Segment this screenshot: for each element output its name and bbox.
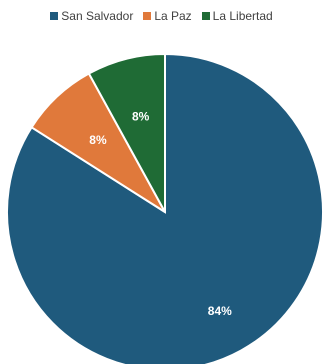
- data-label-san-salvador: 84%: [208, 304, 232, 318]
- data-label-la-libertad: 8%: [132, 109, 150, 123]
- legend-swatch-san-salvador: [50, 12, 59, 20]
- legend-item-la-libertad: La Libertad: [201, 9, 273, 23]
- legend-item-la-paz: La Paz: [143, 9, 192, 23]
- legend-swatch-la-paz: [143, 12, 152, 20]
- pie-slice-la-libertad: [87, 52, 166, 213]
- legend-label-la-libertad: La Libertad: [212, 9, 273, 23]
- data-label-la-paz: 8%: [89, 133, 107, 147]
- legend-label-san-salvador: San Salvador: [61, 9, 134, 23]
- chart-legend: San Salvador La Paz La Libertad: [0, 9, 323, 23]
- legend-item-san-salvador: San Salvador: [50, 9, 133, 23]
- legend-label-la-paz: La Paz: [154, 9, 192, 23]
- legend-swatch-la-libertad: [201, 12, 210, 20]
